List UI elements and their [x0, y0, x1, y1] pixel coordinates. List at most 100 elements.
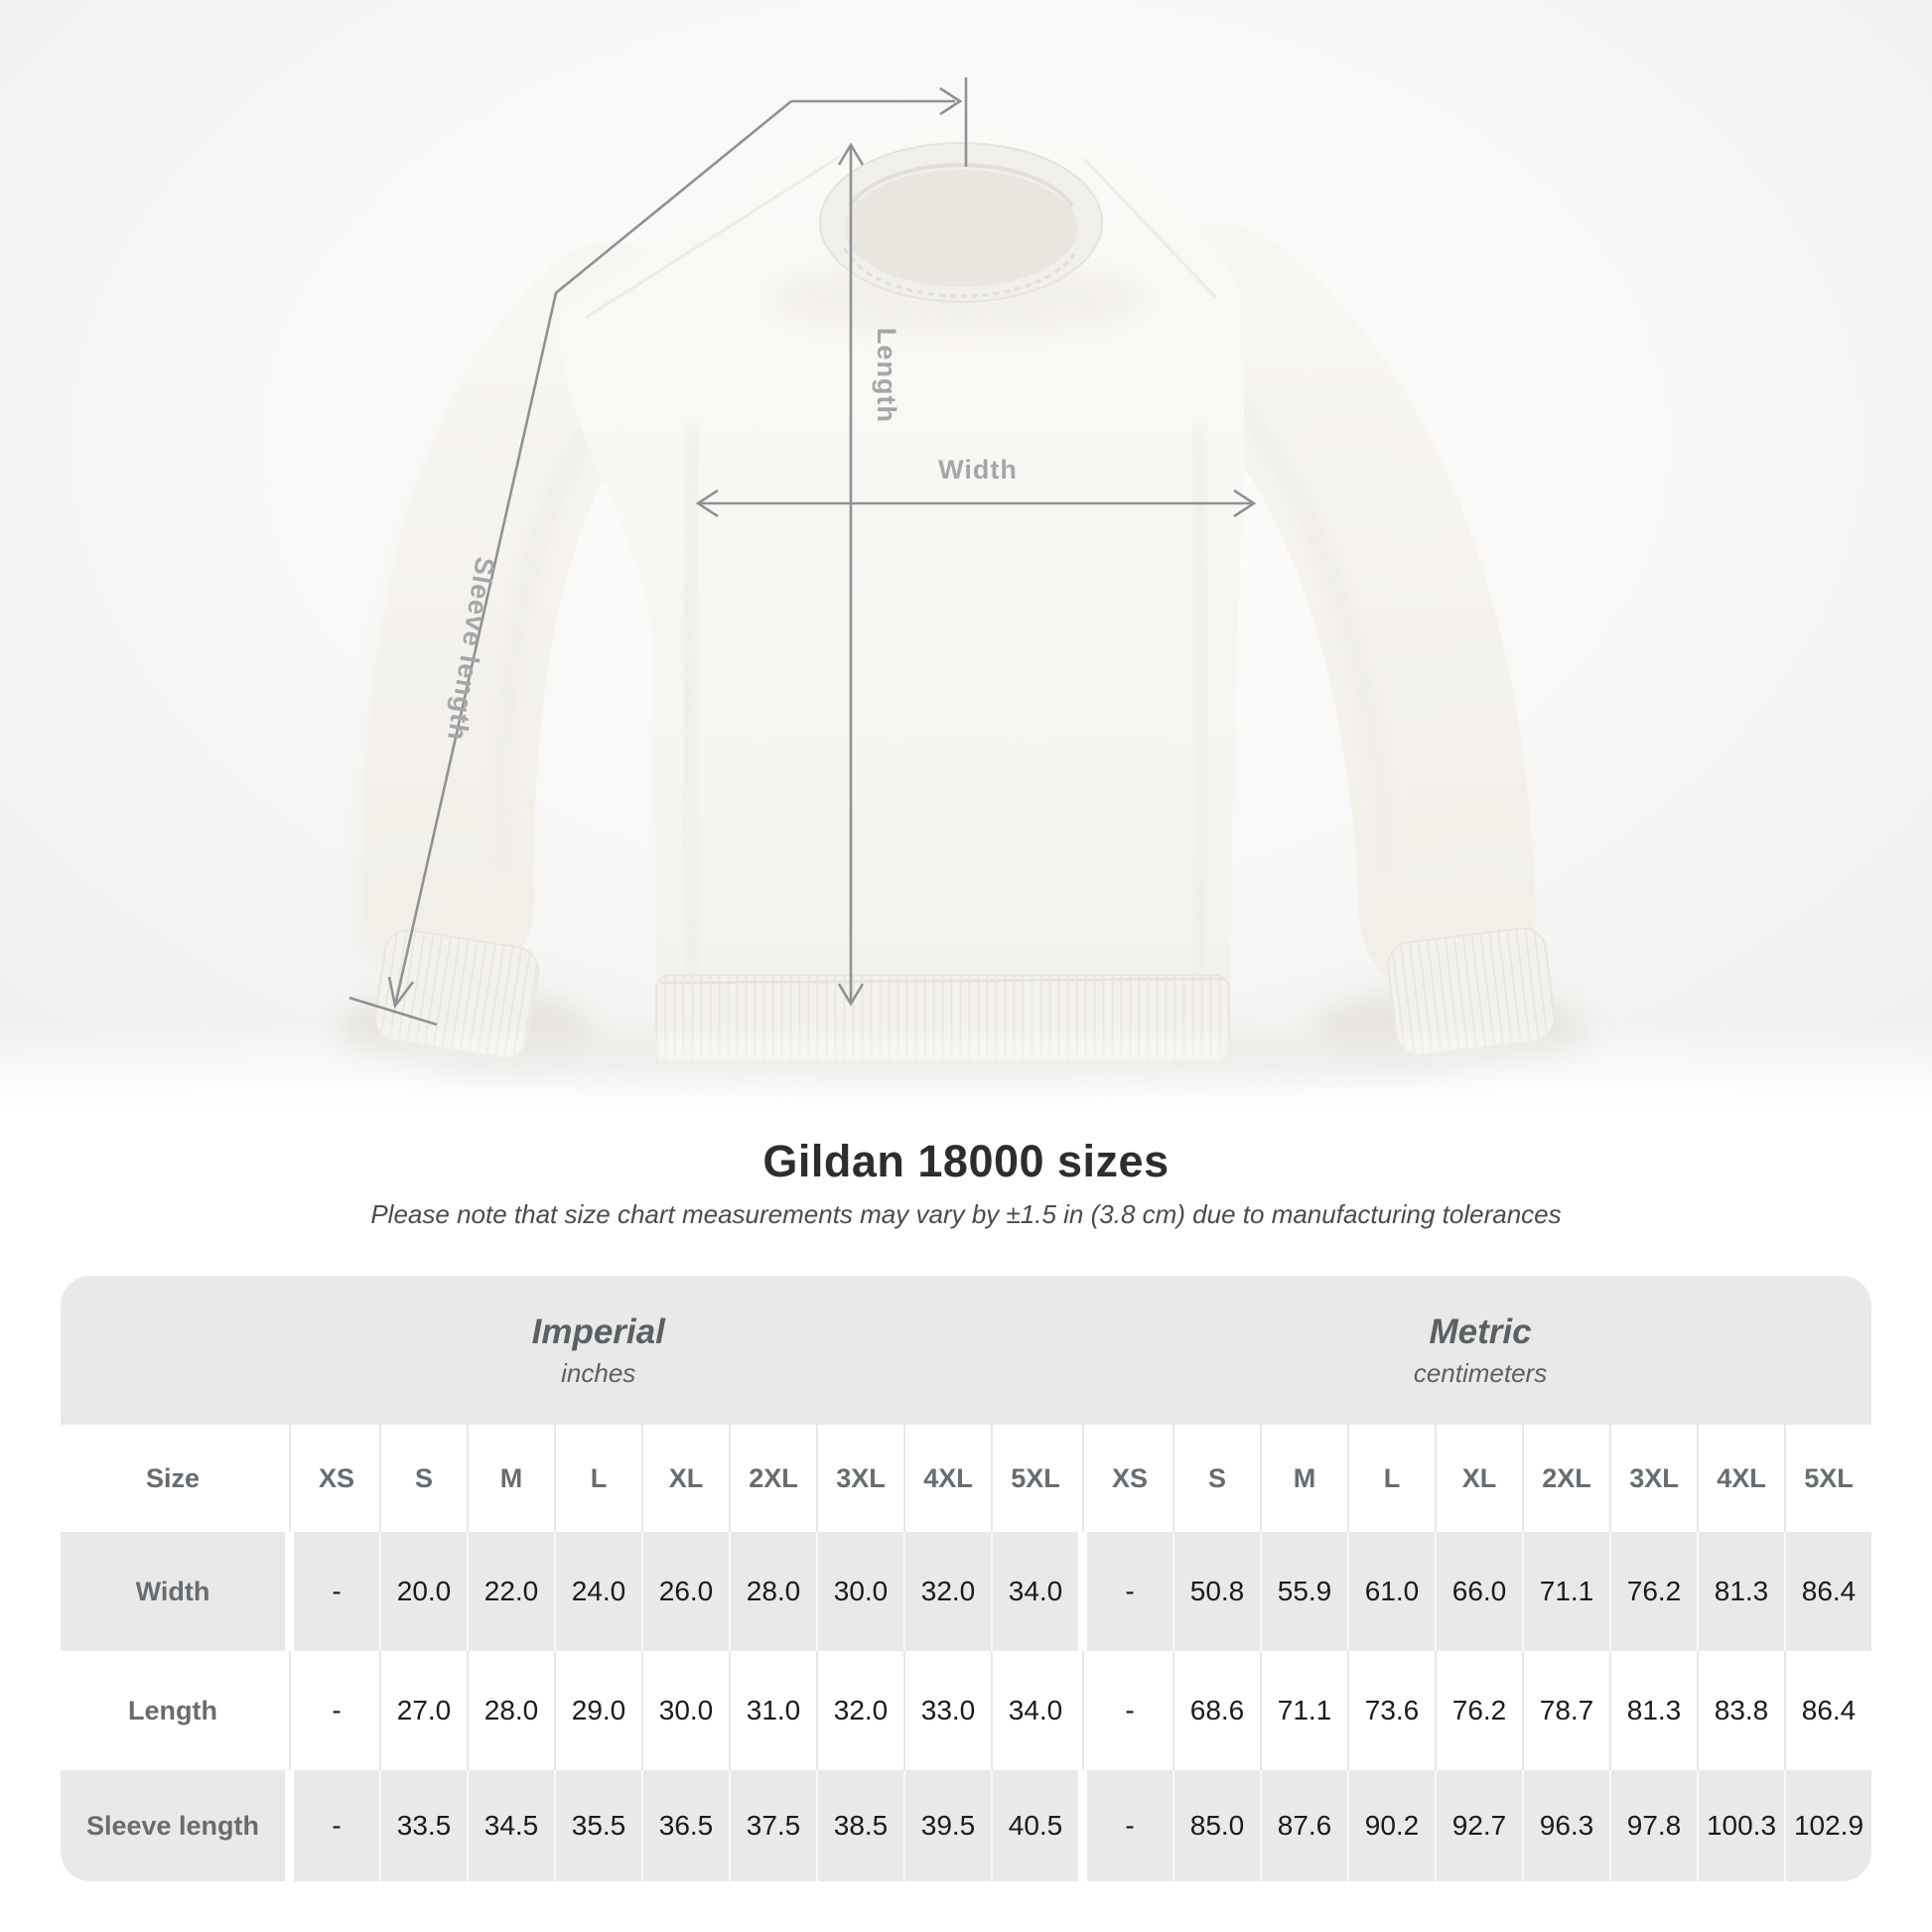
separator [1173, 1425, 1174, 1532]
separator [554, 1532, 556, 1651]
separator [1784, 1532, 1786, 1651]
separator [1697, 1770, 1699, 1881]
value-cell: 28.0 [746, 1576, 801, 1606]
size-header-cell: XL [1461, 1462, 1497, 1493]
value-cell: 61.0 [1364, 1576, 1420, 1606]
value-cell: 50.8 [1189, 1576, 1245, 1606]
separator [1609, 1651, 1611, 1770]
value-cell: 55.9 [1277, 1576, 1332, 1606]
separator [1609, 1532, 1611, 1651]
value-cell: 35.5 [571, 1810, 626, 1841]
separator [467, 1532, 469, 1651]
separator [1078, 1532, 1087, 1651]
separator [1078, 1425, 1087, 1532]
value-cell: 90.2 [1364, 1810, 1420, 1841]
value-cell: 81.3 [1626, 1695, 1682, 1725]
arrowhead-right-icon [1233, 488, 1257, 518]
separator [1435, 1532, 1437, 1651]
unit-band: Imperial inches Metric centimeters [61, 1276, 1871, 1425]
separator [1435, 1425, 1437, 1532]
value-cell: 28.0 [483, 1695, 539, 1725]
separator [1697, 1532, 1699, 1651]
value-cell: 66.0 [1451, 1576, 1507, 1606]
separator [285, 1770, 294, 1881]
table-row: Length - 27.0 28.0 29.0 30.0 31.0 32.0 33.0 34.0 -… [61, 1651, 1871, 1770]
arrowhead-right-icon [939, 86, 963, 116]
value-cell: 39.5 [920, 1810, 976, 1841]
separator [1173, 1532, 1174, 1651]
value-cell: - [332, 1810, 342, 1841]
separator [641, 1425, 643, 1532]
separator [1697, 1425, 1699, 1532]
size-header-cell: 3XL [836, 1462, 886, 1493]
value-cell: 32.0 [920, 1576, 976, 1606]
value-cell: 31.0 [746, 1695, 801, 1725]
metric-label: Metric [1429, 1311, 1532, 1351]
value-cell: 92.7 [1451, 1810, 1507, 1841]
separator [285, 1651, 294, 1770]
table-row: Width - 20.0 22.0 24.0 26.0 28.0 30.0 32.0 34.0 - 5… [61, 1532, 1871, 1651]
size-header-row: Size XS S M L XL 2XL 3XL 4XL 5XL XS S M L XL 2XL 3XL 4XL 5… [61, 1425, 1871, 1532]
value-cell: - [332, 1695, 342, 1725]
sleeve-measure-line [393, 99, 792, 1007]
value-cell: 40.5 [1008, 1810, 1063, 1841]
tolerance-note: Please note that size chart measurements… [370, 1199, 1562, 1229]
separator [554, 1651, 556, 1770]
separator [1522, 1770, 1524, 1881]
separator [1435, 1770, 1437, 1881]
size-header-cell: M [1293, 1462, 1316, 1493]
size-header-cell: M [499, 1462, 523, 1493]
sweatshirt-diagram: Length Width Sleeve length [338, 77, 1588, 1110]
separator [379, 1770, 381, 1881]
arrowhead-up-icon [837, 142, 865, 166]
metric-sublabel: centimeters [1413, 1357, 1548, 1388]
value-cell: 97.8 [1626, 1810, 1682, 1841]
size-header-cell: S [1207, 1462, 1226, 1493]
imperial-label: Imperial [531, 1311, 665, 1351]
separator [554, 1770, 556, 1881]
measurement-lines [348, 77, 1257, 1027]
value-cell: 73.6 [1364, 1695, 1420, 1725]
value-cell: 32.0 [833, 1695, 889, 1725]
value-cell: 37.5 [746, 1810, 801, 1841]
separator [1522, 1425, 1524, 1532]
separator [1522, 1651, 1524, 1770]
value-cell: 76.2 [1626, 1576, 1682, 1606]
separator [641, 1651, 643, 1770]
separator [903, 1651, 905, 1770]
page-title: Gildan 18000 sizes [762, 1136, 1170, 1186]
size-header-cell: L [1383, 1462, 1401, 1493]
value-cell: 33.0 [920, 1695, 976, 1725]
size-header-cell: S [414, 1462, 433, 1493]
separator [1347, 1651, 1349, 1770]
separator [729, 1770, 731, 1881]
separator [1784, 1770, 1786, 1881]
value-cell: 76.2 [1451, 1695, 1507, 1725]
imperial-sublabel: inches [561, 1357, 636, 1388]
separator [554, 1425, 556, 1532]
size-header-cell: XS [1111, 1462, 1149, 1493]
separator [467, 1425, 469, 1532]
separator [1260, 1651, 1262, 1770]
row-label: Length [128, 1695, 217, 1725]
separator [903, 1770, 905, 1881]
separator [285, 1425, 294, 1532]
separator [1078, 1770, 1087, 1881]
value-cell: 86.4 [1801, 1695, 1857, 1725]
separator [729, 1651, 731, 1770]
separator [991, 1532, 993, 1651]
value-cell: - [1125, 1576, 1135, 1606]
separator [816, 1651, 818, 1770]
separator [1260, 1425, 1262, 1532]
value-cell: - [1125, 1695, 1135, 1725]
value-cell: 83.8 [1714, 1695, 1769, 1725]
value-cell: 96.3 [1539, 1810, 1594, 1841]
value-cell: 81.3 [1714, 1576, 1769, 1606]
value-cell: 33.5 [396, 1810, 452, 1841]
value-cell: 68.6 [1189, 1695, 1245, 1725]
separator [379, 1532, 381, 1651]
size-header-cell: 4XL [923, 1462, 973, 1493]
value-cell: 85.0 [1189, 1810, 1245, 1841]
separator [903, 1425, 905, 1532]
value-cell: 30.0 [658, 1695, 714, 1725]
